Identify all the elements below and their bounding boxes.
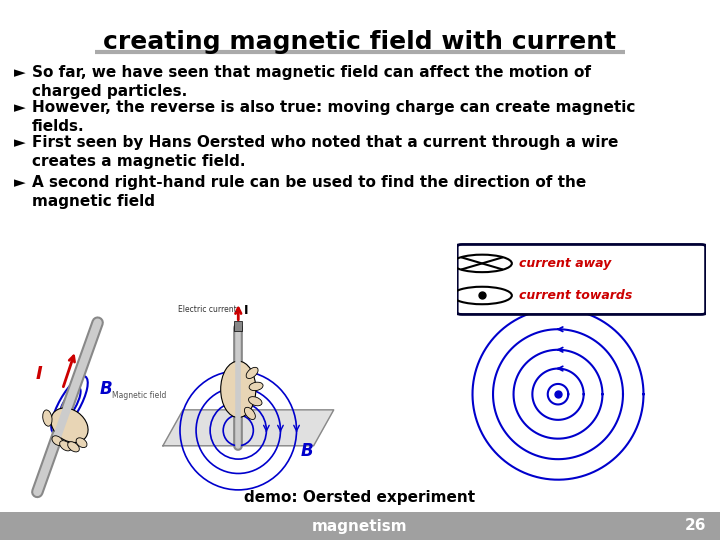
Text: However, the reverse is also true: moving charge can create magnetic
fields.: However, the reverse is also true: movin… bbox=[32, 100, 635, 134]
Text: B: B bbox=[300, 442, 313, 460]
Ellipse shape bbox=[76, 438, 87, 448]
Ellipse shape bbox=[42, 410, 52, 426]
Text: magnetism: magnetism bbox=[312, 518, 408, 534]
Ellipse shape bbox=[68, 442, 79, 452]
Text: Electric current: Electric current bbox=[178, 306, 237, 314]
Ellipse shape bbox=[52, 436, 63, 446]
Text: First seen by Hans Oersted who noted that a current through a wire
creates a mag: First seen by Hans Oersted who noted tha… bbox=[32, 135, 618, 169]
Ellipse shape bbox=[244, 407, 256, 420]
Ellipse shape bbox=[221, 361, 256, 417]
Text: ►: ► bbox=[14, 175, 26, 190]
Text: current towards: current towards bbox=[519, 289, 633, 302]
Ellipse shape bbox=[249, 382, 263, 390]
Ellipse shape bbox=[60, 441, 71, 451]
Text: creating magnetic field with current: creating magnetic field with current bbox=[104, 30, 616, 54]
Text: ►: ► bbox=[14, 100, 26, 115]
Text: demo: Oersted experiment: demo: Oersted experiment bbox=[244, 490, 476, 505]
Text: A second right-hand rule can be used to find the direction of the
magnetic field: A second right-hand rule can be used to … bbox=[32, 175, 586, 209]
Text: I: I bbox=[35, 365, 42, 383]
FancyBboxPatch shape bbox=[457, 245, 706, 314]
Text: So far, we have seen that magnetic field can affect the motion of
charged partic: So far, we have seen that magnetic field… bbox=[32, 65, 591, 99]
Polygon shape bbox=[163, 410, 333, 446]
Text: B: B bbox=[99, 381, 112, 399]
Ellipse shape bbox=[246, 367, 258, 379]
Text: current away: current away bbox=[519, 257, 611, 270]
Ellipse shape bbox=[248, 397, 262, 406]
Bar bbox=[0, 512, 720, 540]
Text: I: I bbox=[244, 305, 249, 318]
Text: ►: ► bbox=[14, 135, 26, 150]
Text: ►: ► bbox=[14, 65, 26, 80]
Ellipse shape bbox=[51, 408, 88, 442]
Text: 26: 26 bbox=[685, 518, 706, 534]
Bar bbox=[234, 321, 243, 331]
Text: Magnetic field: Magnetic field bbox=[112, 390, 166, 400]
